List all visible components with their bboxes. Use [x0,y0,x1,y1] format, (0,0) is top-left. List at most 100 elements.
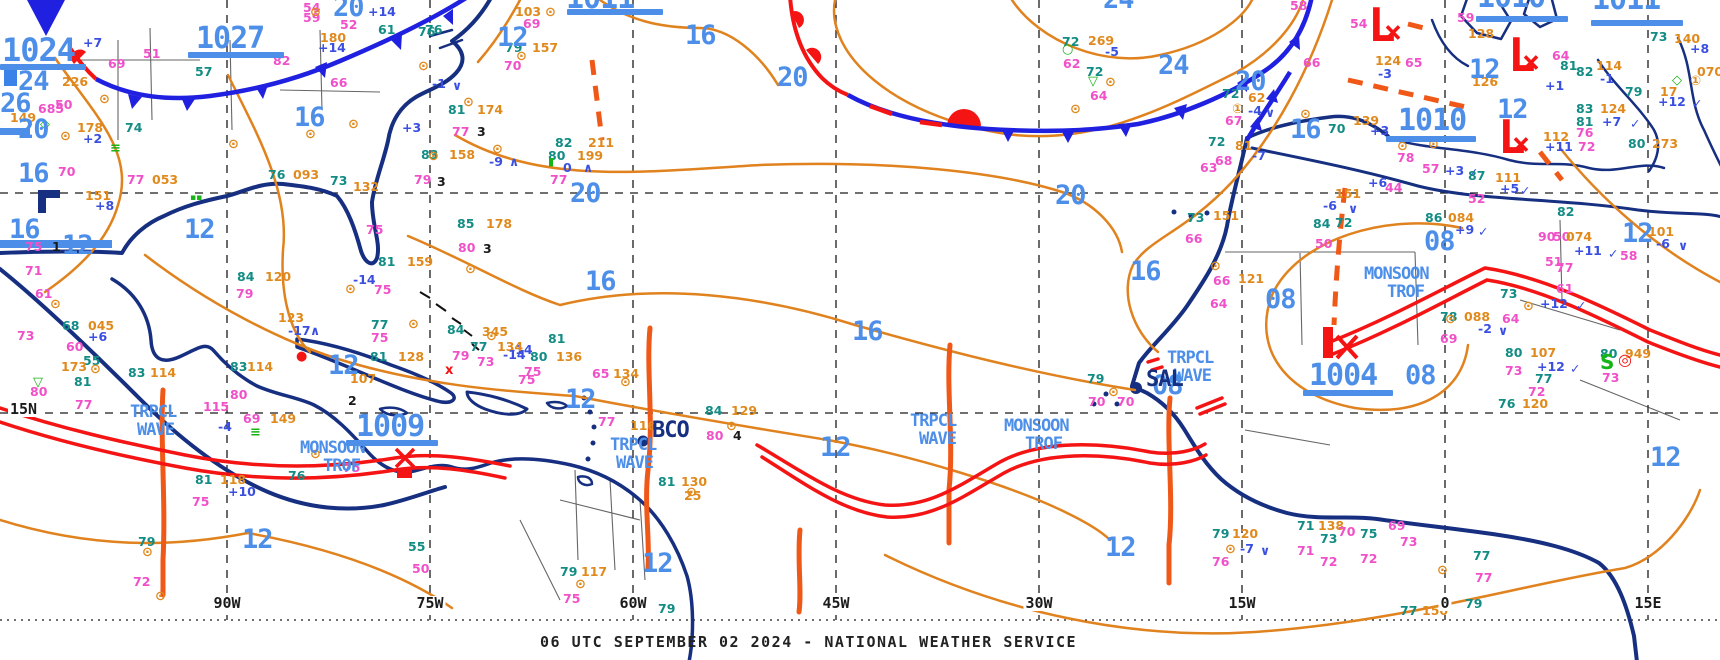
station-value: 66 [1213,273,1231,288]
station-value: 72 [1208,134,1226,149]
station-value: 61 [1556,281,1574,296]
front-wedge-topleft [27,0,65,36]
station-value: 76 [288,468,306,483]
station-value: 226 [62,74,89,89]
station-value: 151 [1213,208,1240,223]
station-value: +12 [1540,296,1568,311]
station-value: -4 [1248,103,1262,118]
isotherm-label: 20 [1235,66,1267,97]
station-value: -14 [510,342,533,357]
station-value: 3 [437,174,446,189]
station-value: 114 [1596,58,1623,73]
station-value: 83 [128,365,146,380]
station-symbol: ⊙ [1105,75,1116,90]
station-symbol: ⊙ [1445,312,1456,327]
station-value: 50 [1315,236,1333,251]
isotherm-label: 12 [565,384,597,415]
station-symbol: ⊙ [1437,563,1448,578]
station-symbol: ⊙ [1070,102,1081,117]
station-value: 123 [278,310,305,325]
station-value: 17 [1660,84,1678,99]
station-value: +2 [83,131,103,146]
station-value: 76 [268,167,286,182]
station-value: 79 [236,286,254,301]
station-value: 77 [1556,260,1574,275]
station-value: 75 [366,222,384,237]
station-value: -14 [353,272,376,287]
trough-dashed-lines [589,21,1564,326]
station-value: 73 [1650,29,1668,44]
isotherm-label: 24 [1158,50,1190,81]
station-value: 77 [1475,570,1493,585]
station-symbol: ⊙ [726,419,737,434]
station-value: ∨ [1265,105,1276,120]
station-symbol: ⊙ [486,329,497,344]
station-value: 80 [706,428,724,443]
station-value: 124 [1375,53,1402,68]
station-symbol: ⊙ [310,447,321,462]
pressure-label: 1004 [1309,358,1378,393]
station-value: +3 [1445,163,1465,178]
isotherm-label: 20 [777,62,809,93]
navy-bracket-icon [38,190,60,213]
station-symbol: ⊙ [1397,139,1408,154]
station-symbol: ① [1232,102,1244,117]
isotherm-label: 08 [1265,284,1297,315]
pressure-label: 1024 [2,31,76,69]
station-symbol: ⊙ [1210,259,1221,274]
station-value: 81 [658,474,676,489]
pressure-label: 1010 [1398,103,1467,138]
isotherm-label: 08 [1405,360,1437,391]
pressure-label: 1011 [1592,0,1661,15]
station-value: 54 [1350,16,1368,31]
feature-label: MONSOON [1004,416,1070,436]
station-value: 116 [630,418,657,433]
station-symbol: ▽ [1088,74,1098,89]
station-value: 50 [55,97,73,112]
low-x-symbol: × [1522,45,1540,80]
isotherm-label: 12 [642,548,674,579]
station-value: 44 [1385,180,1403,195]
longitude-label: 45W [820,594,852,612]
feature-label: WAVE [137,420,175,440]
station-value: 58 [1620,248,1638,263]
station-value: 134 [613,366,640,381]
station-value: 174 [477,102,504,117]
isotherm-label: 16 [852,316,884,347]
station-value: 117 [581,564,608,579]
station-value: 79 [1087,371,1105,386]
isotherm-label: 24 [1103,0,1135,13]
isotherm-label: 20 [18,114,50,145]
cold-front-iberia [1245,70,1292,142]
station-value: 178 [486,216,513,231]
station-value: 72 [133,574,151,589]
station-value: 63 [1200,160,1218,175]
pressure-label: 1010 [1477,0,1546,13]
station-value: 50 [1553,229,1571,244]
station-value: 345 [482,324,509,339]
station-value: 74 [125,120,143,135]
station-value: -1 [1600,71,1614,86]
station-value: 67 [1225,113,1243,128]
station-value: 71 [25,263,43,278]
pressure-underline [1386,136,1476,142]
feature-label: MONSOON [300,438,366,458]
station-symbol: ⊙ [428,149,439,164]
station-value: 211 [588,135,615,150]
isotherm-label: 20 [570,178,602,209]
feature-label: WAVE [1174,366,1212,386]
station-value: 69 [1388,518,1406,533]
station-value: 77 [1473,548,1491,563]
station-symbol: ⊙ [155,589,166,604]
station-value: 128 [1468,26,1495,41]
station-value: +8 [95,198,115,213]
station-value: 82 [1576,64,1594,79]
pressure-underline [0,64,86,70]
station-value: 75 [524,364,542,379]
station-value: +8 [1690,41,1710,56]
feature-label: TROF [323,456,361,476]
stationary-front-atlantic [788,0,1314,143]
station-symbol: ⊙ [60,129,71,144]
station-value: 82 [1557,204,1575,219]
station-value: 82 [555,135,573,150]
